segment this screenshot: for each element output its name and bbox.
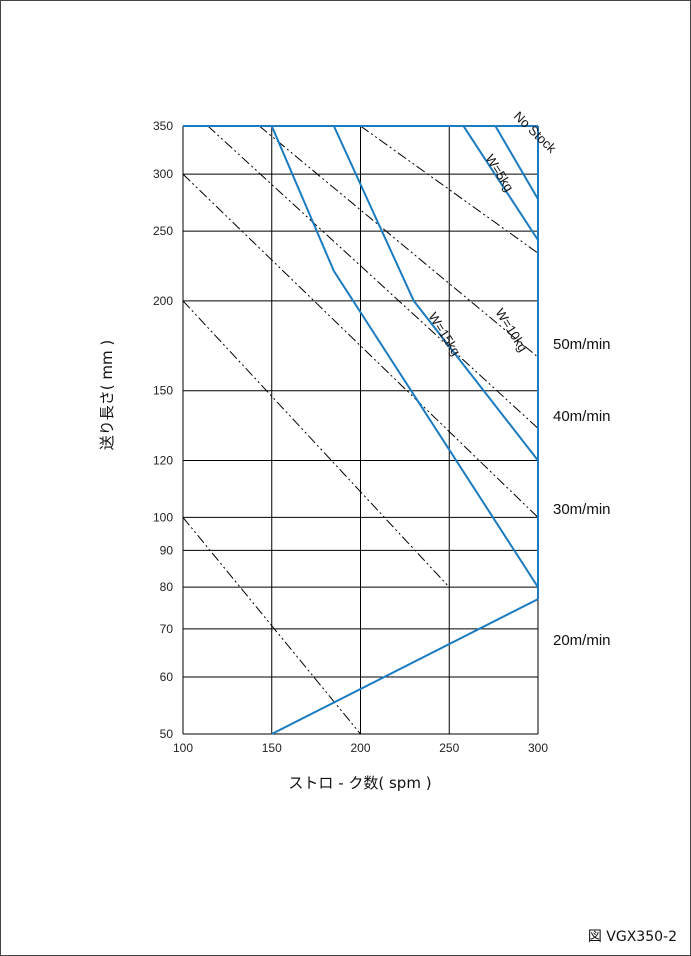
y-tick-label: 80 (160, 580, 174, 594)
speed-label: 20m/min (553, 632, 611, 649)
x-tick-label: 300 (528, 741, 548, 755)
speed-line (360, 126, 538, 254)
speed-line (183, 517, 361, 734)
speed-label: 40m/min (553, 408, 611, 425)
curve-label: W=15kg (425, 310, 463, 359)
x-tick-label: 150 (262, 741, 282, 755)
y-tick-label: 70 (160, 622, 174, 636)
speed-label: 50m/min (553, 336, 611, 353)
y-tick-label: 90 (160, 543, 174, 557)
y-tick-label: 100 (153, 510, 173, 524)
speed-line (207, 126, 538, 429)
curve-label: W=10kg (492, 306, 530, 355)
x-tick-label: 200 (350, 741, 370, 755)
y-tick-label: 250 (153, 224, 173, 238)
limit-bottom-line (271, 598, 539, 735)
y-axis-title: 送り長さ( mm ) (98, 340, 116, 450)
speed-line (183, 173, 538, 518)
speed-line (259, 126, 538, 358)
weight-curve (462, 125, 539, 241)
weight-curve (494, 125, 539, 200)
speed-label: 30m/min (553, 501, 611, 518)
y-tick-label: 150 (153, 384, 173, 398)
speed-line (183, 300, 450, 588)
y-tick-label: 50 (160, 727, 174, 741)
y-tick-label: 300 (153, 167, 173, 181)
figure-label: 図 VGX350-2 (587, 929, 677, 945)
x-tick-label: 250 (439, 741, 459, 755)
weight-curve (332, 125, 539, 462)
y-tick-label: 200 (153, 294, 173, 308)
y-tick-label: 60 (160, 670, 174, 684)
curve-label: No Stock (511, 108, 560, 156)
x-tick-label: 100 (173, 741, 193, 755)
curve-label: W=5kg (482, 152, 516, 195)
y-tick-label: 120 (153, 453, 173, 467)
x-axis-title: ストロ - ク数( spm ) (288, 774, 431, 792)
y-tick-label: 350 (153, 119, 173, 133)
weight-curve (270, 125, 539, 588)
